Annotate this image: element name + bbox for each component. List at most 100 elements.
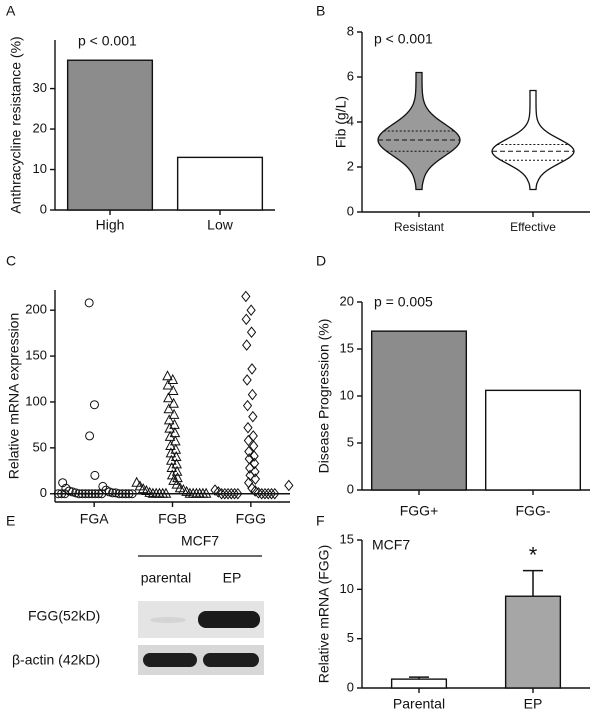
lane-label: EP: [223, 570, 242, 586]
western-blot: MCF7 parental EP FGG(52kD) β-actin (42kD…: [12, 533, 264, 675]
point: [167, 373, 179, 384]
point: [164, 422, 175, 433]
bar: [370, 330, 468, 491]
x-tick-label: FGA: [80, 511, 109, 527]
y-tick-label: 10: [340, 581, 354, 596]
point: [163, 392, 174, 403]
point: [242, 374, 252, 386]
x-tick-label: Parental: [393, 696, 445, 712]
point: [263, 487, 273, 500]
band: [203, 653, 259, 667]
point: [266, 487, 277, 500]
point: [58, 478, 68, 488]
point: [243, 434, 254, 447]
point: [108, 488, 118, 498]
point: [124, 489, 134, 499]
point: [220, 487, 230, 500]
point: [163, 414, 175, 425]
point: [226, 487, 236, 500]
chart: 0 5 10 15 Relative mRNA (FGG) MCF7 Parental EP *: [316, 531, 590, 712]
point: [248, 410, 258, 423]
bar: [66, 59, 154, 211]
y-tick-label: 20: [340, 293, 354, 308]
point: [284, 479, 294, 492]
point: [74, 489, 84, 499]
y-tick-label: 8: [347, 23, 354, 38]
point: [114, 489, 124, 499]
panel-label: A: [6, 3, 16, 19]
panel-label: B: [316, 3, 325, 19]
y-tick-label: 0: [40, 485, 47, 500]
annotation: p < 0.001: [78, 33, 137, 49]
point: [164, 430, 176, 441]
chart: 0 5 10 15 20 Disease Progression (%) p = 0.005…: [316, 293, 590, 519]
y-tick-label: 15: [340, 531, 354, 546]
point: [245, 462, 255, 474]
point: [242, 399, 253, 412]
x-tick-label: Resistant: [394, 220, 445, 234]
y-tick-label: 5: [347, 630, 354, 645]
point: [168, 397, 179, 408]
point: [249, 457, 260, 470]
band: [198, 611, 260, 628]
point: [200, 487, 212, 498]
bar: [390, 678, 448, 689]
lane-label: parental: [141, 570, 192, 586]
point: [248, 430, 258, 442]
y-tick-label: 150: [25, 348, 47, 363]
point: [167, 384, 179, 395]
y-tick-label: 0: [347, 481, 354, 496]
y-tick-label: 0: [347, 203, 354, 218]
point: [84, 489, 94, 499]
y-tick-label: 6: [347, 68, 354, 83]
point: [144, 486, 156, 497]
y-tick-label: 15: [340, 340, 354, 355]
point: [243, 421, 253, 434]
panel-label: D: [316, 253, 326, 269]
point: [77, 489, 87, 499]
cell-line: MCF7: [181, 533, 219, 549]
x-tick-label: FGG-: [516, 503, 551, 519]
point: [244, 445, 254, 458]
y-tick-label: 5: [347, 434, 354, 449]
annotation: MCF7: [372, 537, 410, 553]
x-tick-label: FGG+: [400, 503, 439, 519]
point: [171, 465, 183, 476]
point: [53, 489, 63, 499]
x-tick-label: High: [96, 217, 125, 233]
point: [246, 304, 256, 316]
point: [127, 489, 137, 499]
bar: [176, 156, 264, 211]
point: [247, 363, 257, 375]
point: [270, 487, 280, 500]
point: [168, 408, 180, 419]
point: [90, 489, 100, 499]
point: [171, 478, 183, 489]
point: [245, 469, 255, 482]
violin: [491, 89, 575, 191]
point: [85, 431, 95, 441]
point: [87, 489, 97, 499]
x-tick-label: FGB: [158, 511, 187, 527]
point: [162, 379, 174, 390]
y-axis-label: Relative mRNA expression: [6, 313, 22, 480]
panel-label: C: [6, 253, 16, 269]
y-axis-label: Fib (g/L): [333, 96, 349, 148]
point: [241, 313, 251, 326]
bar: [504, 595, 562, 689]
point: [216, 487, 227, 500]
panel-label: F: [316, 513, 325, 529]
point: [60, 489, 70, 499]
point: [94, 489, 104, 499]
point: [253, 487, 264, 499]
chart: 0 10 20 30 Anthracycline resistance (%) p < 0…: [8, 33, 275, 233]
point: [160, 487, 172, 498]
point: [229, 487, 240, 500]
point: [121, 489, 131, 499]
band: [143, 653, 197, 667]
point: [80, 489, 90, 499]
annotation: p < 0.001: [374, 31, 433, 47]
point: [247, 388, 258, 401]
